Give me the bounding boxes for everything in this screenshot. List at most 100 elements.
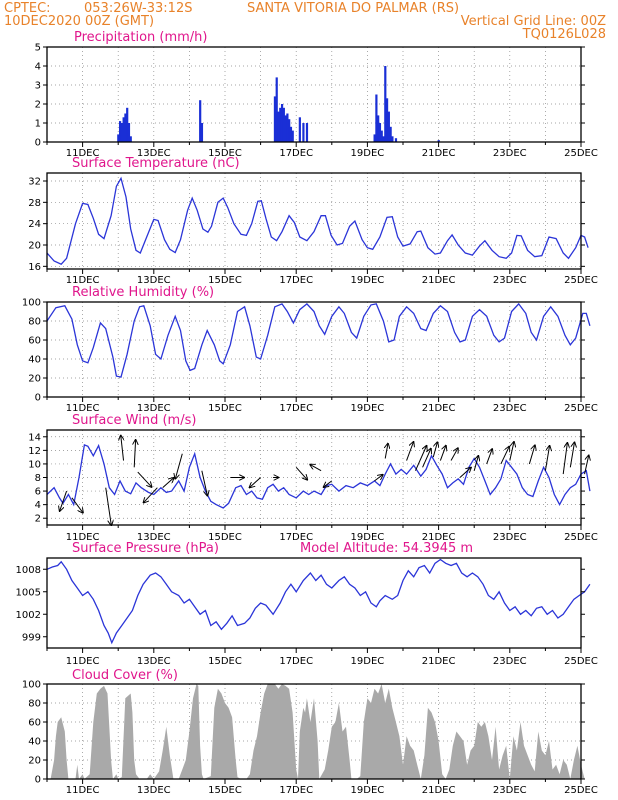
precipitation-bar: [122, 117, 125, 142]
precipitation-bar: [117, 134, 120, 142]
pressure-frame: [46, 557, 582, 649]
cloud-cover-xtick-label: 19DEC: [351, 785, 385, 796]
precipitation-bar: [126, 107, 129, 142]
wind-vector: [71, 497, 83, 513]
cloud-cover-xtick-label: 17DEC: [279, 785, 313, 796]
precipitation-bar: [380, 130, 383, 142]
wind-ytick-label: 10: [28, 459, 41, 470]
wind-vector: [60, 490, 68, 511]
wind-xtick-label: 15DEC: [208, 532, 242, 543]
pressure-series-line: [46, 558, 591, 645]
wind-vector: [562, 443, 567, 475]
precipitation-ytick-label: 2: [35, 100, 41, 111]
precipitation-title: Precipitation (mm/h): [74, 30, 207, 45]
header-grid-note: Vertical Grid Line: 00Z: [461, 14, 606, 29]
pressure-xtick-label: 23DEC: [493, 656, 527, 667]
precipitation-ytick-label: 1: [35, 119, 41, 130]
precipitation-bar: [382, 136, 385, 142]
wind-vector: [473, 456, 478, 471]
pressure-xtick-label: 19DEC: [351, 656, 385, 667]
wind-ytick-label: 6: [35, 487, 41, 498]
wind-vector: [544, 446, 549, 471]
precipitation-xtick-label: 13DEC: [137, 148, 171, 159]
temperature-ytick-label: 28: [28, 198, 41, 209]
precipitation-xtick-label: 15DEC: [208, 148, 242, 159]
precipitation-bar: [378, 123, 382, 142]
humidity-xtick-label: 13DEC: [137, 403, 171, 414]
precipitation-bar: [389, 126, 392, 142]
wind-vector: [105, 487, 112, 526]
wind-vector: [310, 464, 322, 472]
wind-series-line: [46, 443, 591, 509]
cloud-cover-xtick-label: 21DEC: [422, 785, 456, 796]
wind-ytick-label: 4: [35, 500, 41, 511]
temperature-ytick-label: 32: [28, 177, 41, 188]
wind-vector: [295, 466, 307, 480]
wind-vector: [137, 471, 152, 487]
wind-xtick-label: 13DEC: [137, 532, 171, 543]
humidity-series-line: [46, 302, 591, 378]
wind-vector: [450, 448, 458, 461]
wind-xtick-label: 21DEC: [422, 532, 456, 543]
humidity-xtick-label: 19DEC: [351, 403, 385, 414]
precipitation-bar: [291, 130, 294, 142]
wind-vector: [323, 480, 333, 487]
wind-xtick-label: 17DEC: [279, 532, 313, 543]
humidity-xtick-label: 23DEC: [493, 403, 527, 414]
wind-vector: [143, 487, 158, 503]
wind-vector: [432, 442, 437, 458]
precipitation-bar: [384, 66, 387, 142]
cloud-cover-title: Cloud Cover (%): [72, 668, 178, 683]
precipitation-bar: [375, 94, 378, 142]
precipitation-bar: [385, 98, 389, 142]
cloud-cover-xtick-label: 13DEC: [137, 785, 171, 796]
wind-title: Surface Wind (m/s): [72, 413, 196, 428]
pressure-xtick-label: 21DEC: [422, 656, 456, 667]
wind-vector: [486, 449, 493, 465]
precipitation-bar: [377, 115, 380, 142]
pressure-ytick-label: 1008: [16, 565, 41, 576]
precipitation-bar: [288, 119, 291, 142]
precipitation-bar: [391, 136, 394, 142]
precipitation-bar: [200, 123, 204, 142]
precipitation-ytick-label: 5: [35, 43, 41, 54]
precipitation-frame: [46, 46, 582, 143]
humidity-xtick-label: 17DEC: [279, 403, 313, 414]
precipitation-bar: [277, 111, 280, 142]
wind-vector: [134, 440, 135, 468]
header-coordinates: 053:26W-33:12S: [84, 1, 192, 16]
precipitation-bar: [298, 117, 301, 142]
panel-precipitation: Precipitation (mm/h) 0 1 2 3 4 5 11DEC 13DEC 15D…: [35, 30, 598, 159]
temperature-xtick-label: 23DEC: [493, 275, 527, 286]
precipitation-bar: [282, 107, 285, 142]
cloud-cover-area: [47, 684, 590, 779]
pressure-xtick-label: 13DEC: [137, 656, 171, 667]
model-altitude: Model Altitude: 54.3945 m: [300, 541, 473, 556]
wind-vector: [528, 445, 535, 465]
precipitation-bar: [124, 113, 127, 142]
wind-vector: [121, 435, 124, 461]
wind-xtick-label: 23DEC: [493, 532, 527, 543]
header-location: SANTA VITORIA DO PALMAR (RS): [247, 1, 459, 16]
pressure-ytick-label: 1005: [16, 587, 41, 598]
pressure-xtick-label: 11DEC: [66, 656, 100, 667]
precipitation-bar: [286, 113, 289, 142]
pressure-title: Surface Pressure (hPa): [72, 541, 219, 556]
panel-temperature: Surface Temperature (nC) 16 20 24 28 32 11DEC…: [28, 156, 598, 286]
precipitation-bar: [302, 123, 305, 142]
wind-xtick-label: 19DEC: [351, 532, 385, 543]
humidity-ytick-label: 20: [28, 374, 41, 385]
temperature-ytick-label: 24: [28, 219, 41, 230]
cloud-cover-ytick-label: 60: [28, 718, 41, 729]
wind-vector: [459, 467, 471, 478]
panel-cloud-cover: Cloud Cover (%) 0 20 40 60 80 100 11DEC 13DEC 15…: [22, 668, 598, 796]
pressure-xtick-label: 25DEC: [564, 656, 598, 667]
wind-vector: [584, 455, 589, 475]
pressure-xtick-label: 17DEC: [279, 656, 313, 667]
precipitation-bar: [373, 134, 376, 142]
precipitation-bar: [199, 100, 202, 142]
wind-vector: [500, 446, 509, 465]
precipitation-bar: [387, 111, 390, 142]
temperature-ytick-label: 20: [28, 241, 41, 252]
